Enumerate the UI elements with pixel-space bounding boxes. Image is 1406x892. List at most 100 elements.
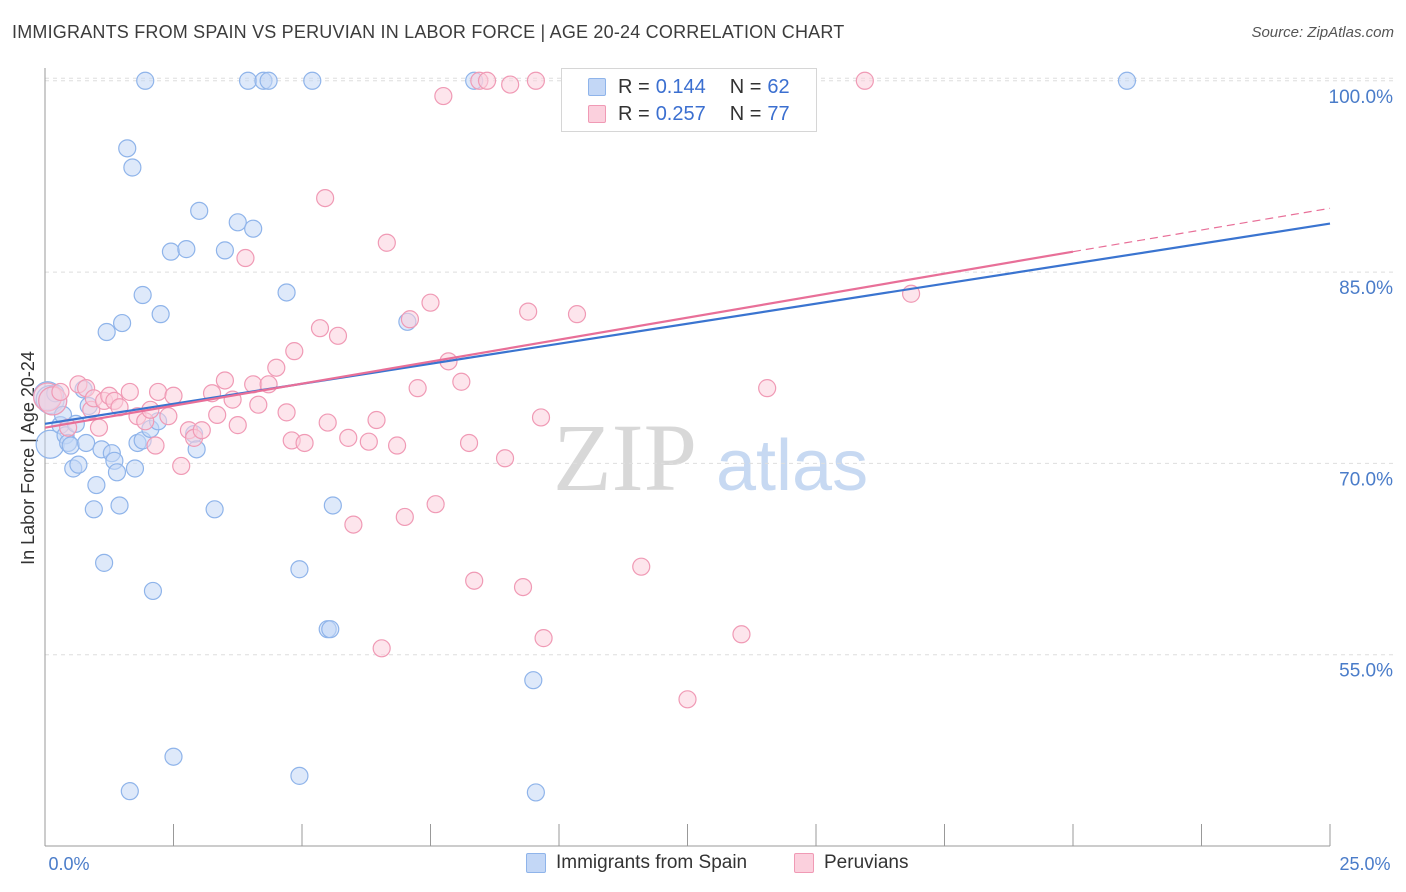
trend-lines <box>44 207 1331 429</box>
data-point-spain <box>290 560 309 579</box>
data-point-spain <box>120 782 139 801</box>
data-point-spain <box>110 496 129 515</box>
data-point-peru <box>387 436 407 455</box>
correlation-legend: R = 0.144 N = 62 R = 0.257 N = 77 <box>561 68 817 132</box>
data-point-spain <box>177 240 196 259</box>
data-point-spain <box>238 71 258 90</box>
bottom-legend-label-spain: Immigrants from Spain <box>556 852 748 873</box>
data-point-spain <box>164 747 183 766</box>
data-point-peru <box>459 433 479 453</box>
data-point-peru <box>758 379 777 398</box>
data-point-peru <box>534 629 553 648</box>
watermark-atlas: atlas <box>716 426 868 506</box>
data-point-peru <box>452 372 471 391</box>
data-point-peru <box>236 248 255 268</box>
data-point-peru <box>51 382 70 402</box>
data-point-spain <box>205 500 224 519</box>
data-point-spain <box>112 313 132 333</box>
data-point-spain <box>259 71 278 90</box>
data-point-spain <box>277 283 296 302</box>
x-tick-label-min: 0.0% <box>48 854 89 874</box>
data-point-spain <box>526 783 545 802</box>
data-point-peru <box>316 188 335 208</box>
data-point-peru <box>513 577 533 597</box>
legend-n-value-peru: 77 <box>767 102 790 125</box>
data-point-peru <box>339 428 358 447</box>
legend-n-label: N = <box>729 102 762 125</box>
watermark: ZIP atlas <box>553 404 868 511</box>
data-point-peru <box>632 557 651 576</box>
y-tick-labels: 55.0% 70.0% 85.0% 100.0% <box>1329 87 1394 682</box>
data-point-peru <box>192 421 211 440</box>
data-point-peru <box>501 75 520 94</box>
bottom-legend-swatch-peru <box>794 853 814 873</box>
x-tick-label-max: 25.0% <box>1339 854 1390 874</box>
data-point-spain <box>143 581 163 601</box>
data-point-peru <box>732 625 751 644</box>
x-ticks <box>173 824 1331 846</box>
bottom-legend-label-peru: Peruvians <box>824 852 909 873</box>
data-point-peru <box>477 71 497 90</box>
data-point-spain <box>1117 71 1137 90</box>
data-point-peru <box>678 690 697 709</box>
data-point-peru <box>249 395 268 414</box>
data-point-peru <box>228 416 247 435</box>
legend-row-peru: R = 0.257 N = 77 <box>588 101 790 127</box>
data-point-peru <box>372 639 391 658</box>
bottom-legend-spain: Immigrants from Spain <box>526 852 747 874</box>
y-tick-label: 85.0% <box>1339 278 1393 299</box>
data-point-spain <box>87 475 106 495</box>
data-point-peru <box>519 302 538 321</box>
trend-line-peru <box>44 250 1074 429</box>
legend-r-value-peru: 0.257 <box>655 102 706 125</box>
legend-n-label: N = <box>729 75 762 98</box>
data-point-spain <box>190 201 209 220</box>
legend-row-spain: R = 0.144 N = 62 <box>588 74 790 100</box>
data-point-peru <box>318 413 337 432</box>
data-point-peru <box>164 386 183 405</box>
data-point-spain <box>323 496 342 515</box>
y-tick-label: 100.0% <box>1329 87 1394 108</box>
data-point-peru <box>465 571 484 590</box>
data-point-peru <box>215 371 234 390</box>
data-point-peru <box>120 382 139 402</box>
legend-swatch-spain <box>588 78 606 96</box>
data-point-peru <box>310 319 330 338</box>
bottom-legend-peru: Peruvians <box>794 852 909 874</box>
chart-source: Source: ZipAtlas.com <box>1251 24 1394 41</box>
trend-line-extension-peru <box>1072 207 1331 253</box>
data-point-peru <box>159 407 178 426</box>
data-point-spain <box>118 139 137 158</box>
data-point-peru <box>89 418 109 437</box>
data-point-peru <box>526 71 545 90</box>
data-point-peru <box>567 305 587 324</box>
data-point-spain <box>244 219 263 238</box>
legend-n-value-spain: 62 <box>767 75 790 98</box>
data-point-spain <box>123 158 142 177</box>
legend-r-label: R = <box>618 102 650 125</box>
data-point-peru <box>377 233 396 252</box>
gridlines <box>45 77 1394 656</box>
data-point-spain <box>133 285 152 305</box>
data-point-spain <box>97 322 116 342</box>
data-point-peru <box>855 71 874 90</box>
data-point-spain <box>290 766 309 785</box>
data-point-peru <box>208 405 227 425</box>
y-axis-title: In Labor Force | Age 20-24 <box>18 351 38 565</box>
legend-r-label: R = <box>618 75 650 98</box>
y-tick-label: 55.0% <box>1339 661 1393 682</box>
data-point-peru <box>146 436 165 455</box>
data-point-spain <box>107 463 127 482</box>
legend-swatch-peru <box>588 105 606 123</box>
data-point-spain <box>125 459 145 478</box>
data-point-spain <box>61 436 80 455</box>
data-point-spain <box>95 553 114 572</box>
data-point-spain <box>77 433 96 453</box>
data-point-peru <box>267 358 286 377</box>
data-point-spain <box>228 213 247 232</box>
data-point-spain <box>69 455 88 474</box>
data-point-peru <box>148 382 168 402</box>
data-points <box>32 71 1137 802</box>
data-point-peru <box>400 310 420 329</box>
